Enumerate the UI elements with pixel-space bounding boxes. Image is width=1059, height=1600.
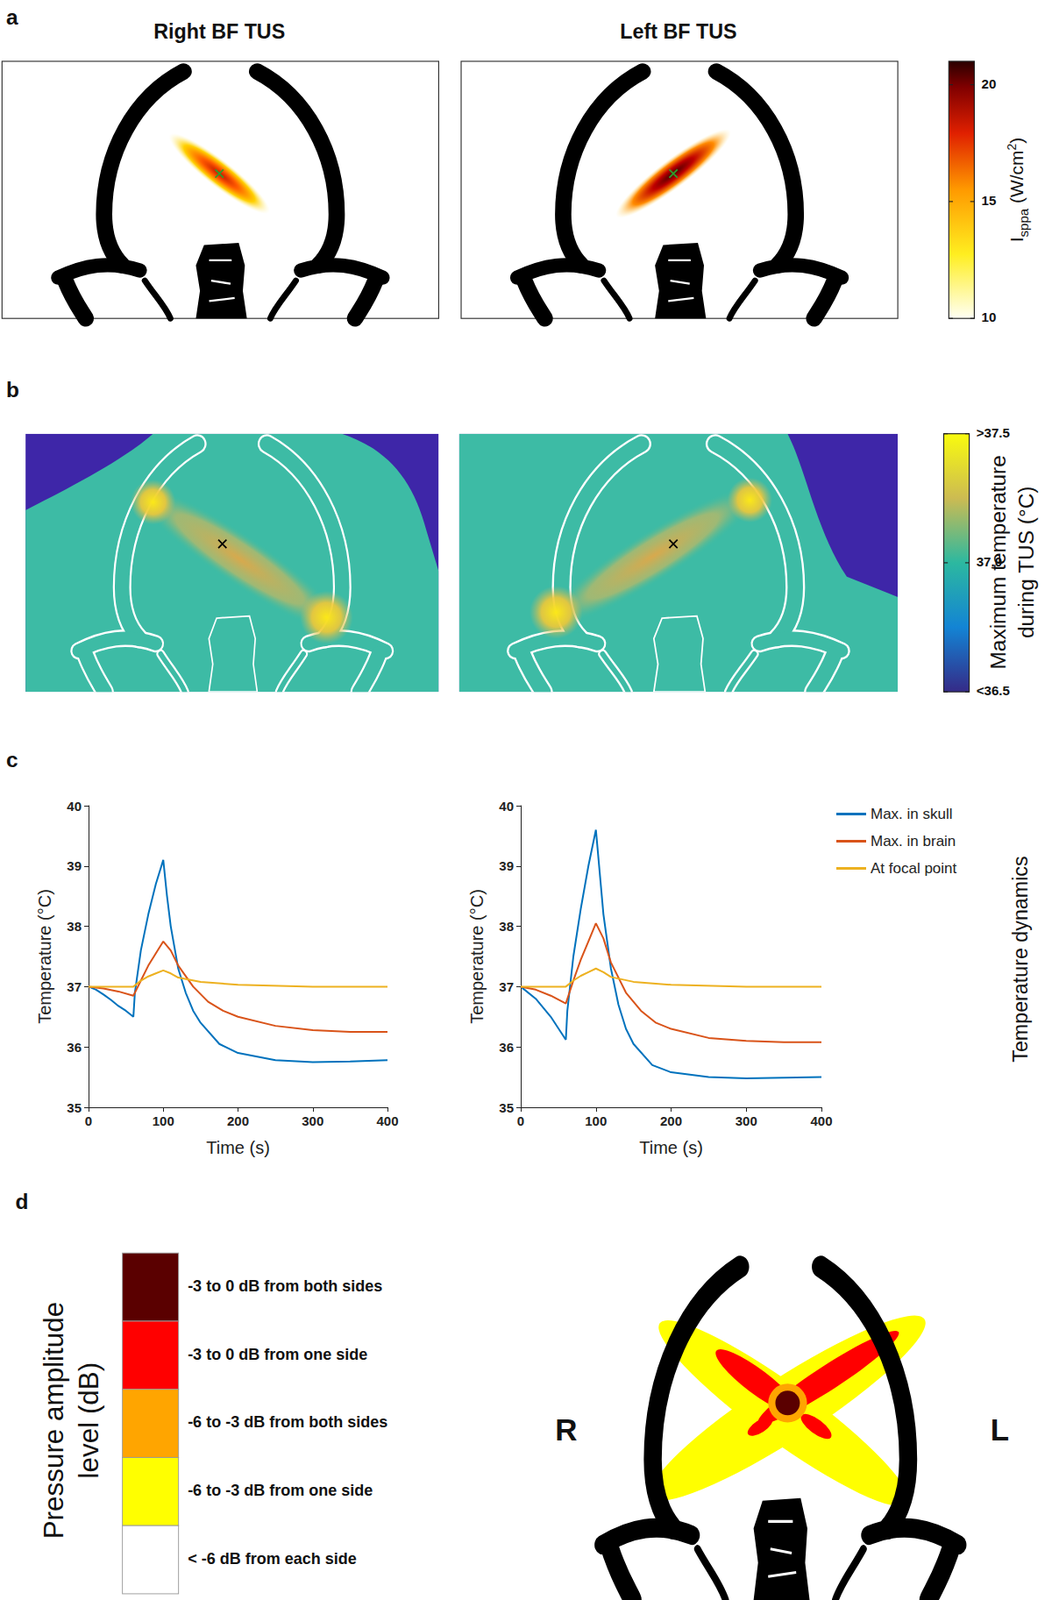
svg-text:15: 15 bbox=[981, 192, 997, 208]
svg-text:10: 10 bbox=[981, 309, 997, 325]
svg-text:20: 20 bbox=[981, 76, 997, 92]
svg-text:38: 38 bbox=[498, 918, 514, 934]
svg-text:Time (s): Time (s) bbox=[639, 1137, 704, 1158]
svg-text:200: 200 bbox=[660, 1113, 683, 1129]
svg-text:-6 to -3 dB from one side: -6 to -3 dB from one side bbox=[187, 1481, 373, 1500]
svg-text:Isppa (W/cm2): Isppa (W/cm2) bbox=[1004, 137, 1031, 243]
svg-text:Temperature (°C): Temperature (°C) bbox=[467, 888, 487, 1024]
svg-text:Maximum temperature: Maximum temperature bbox=[986, 454, 1010, 669]
svg-text:>37.5: >37.5 bbox=[976, 425, 1010, 441]
svg-text:b: b bbox=[6, 377, 20, 402]
svg-text:37: 37 bbox=[66, 979, 82, 995]
svg-text:Max. in skull: Max. in skull bbox=[870, 805, 953, 823]
svg-text:40: 40 bbox=[66, 798, 82, 814]
svg-text:d: d bbox=[14, 1189, 29, 1214]
svg-text:300: 300 bbox=[735, 1113, 758, 1129]
svg-text:< -6 dB from each side: < -6 dB from each side bbox=[187, 1549, 357, 1568]
svg-text:Left BF TUS: Left BF TUS bbox=[619, 20, 737, 43]
svg-text:36: 36 bbox=[498, 1039, 514, 1055]
svg-text:Temperature dynamics: Temperature dynamics bbox=[1009, 855, 1032, 1062]
svg-text:<36.5: <36.5 bbox=[976, 682, 1010, 698]
svg-text:38: 38 bbox=[66, 918, 82, 934]
svg-text:during TUS (°C): during TUS (°C) bbox=[1014, 486, 1038, 640]
svg-text:40: 40 bbox=[498, 798, 514, 814]
svg-text:R: R bbox=[554, 1412, 577, 1447]
svg-text:35: 35 bbox=[66, 1100, 82, 1116]
svg-text:39: 39 bbox=[66, 858, 82, 874]
svg-text:level (dB): level (dB) bbox=[73, 1362, 105, 1479]
svg-text:400: 400 bbox=[810, 1113, 832, 1129]
svg-text:At focal point: At focal point bbox=[870, 859, 958, 877]
svg-text:100: 100 bbox=[152, 1113, 175, 1129]
svg-text:Temperature (°C): Temperature (°C) bbox=[35, 888, 55, 1024]
svg-text:c: c bbox=[6, 747, 19, 772]
svg-text:37: 37 bbox=[498, 979, 514, 995]
svg-text:100: 100 bbox=[584, 1113, 607, 1129]
svg-text:400: 400 bbox=[376, 1113, 399, 1129]
svg-text:200: 200 bbox=[227, 1113, 249, 1129]
svg-text:39: 39 bbox=[498, 858, 514, 874]
svg-text:Pressure amplitude: Pressure amplitude bbox=[38, 1301, 70, 1540]
svg-text:35: 35 bbox=[498, 1100, 514, 1116]
svg-text:-3 to 0 dB from both sides: -3 to 0 dB from both sides bbox=[187, 1277, 383, 1295]
svg-text:36: 36 bbox=[66, 1039, 82, 1055]
svg-text:0: 0 bbox=[85, 1113, 93, 1129]
svg-text:0: 0 bbox=[517, 1113, 525, 1129]
svg-text:L: L bbox=[990, 1412, 1010, 1447]
svg-text:-3 to 0 dB from one side: -3 to 0 dB from one side bbox=[187, 1345, 368, 1364]
svg-text:Right BF TUS: Right BF TUS bbox=[153, 20, 285, 43]
svg-text:Max. in brain: Max. in brain bbox=[870, 832, 956, 850]
svg-text:300: 300 bbox=[301, 1113, 324, 1129]
svg-text:Time (s): Time (s) bbox=[206, 1137, 271, 1158]
svg-text:-6 to -3 dB from both sides: -6 to -3 dB from both sides bbox=[187, 1413, 388, 1431]
svg-text:a: a bbox=[6, 5, 19, 29]
